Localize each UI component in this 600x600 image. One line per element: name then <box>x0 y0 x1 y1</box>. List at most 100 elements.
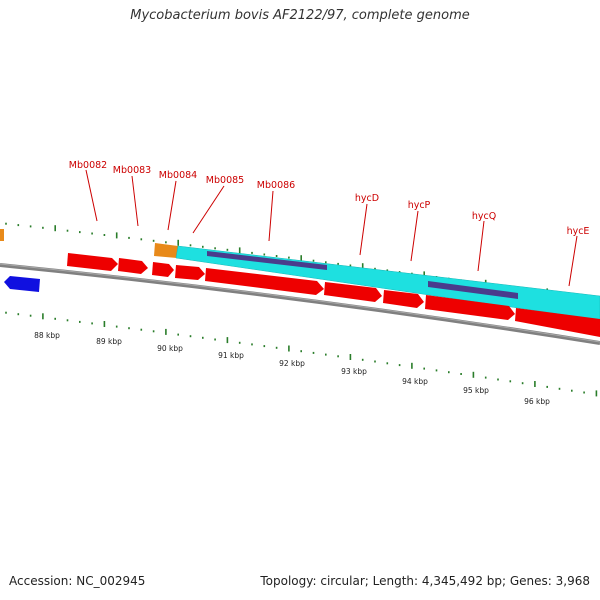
minor-tick <box>546 385 548 388</box>
gene-label-hycD[interactable]: hycD <box>355 193 379 204</box>
gene-label-Mb0084[interactable]: Mb0084 <box>159 170 197 181</box>
gene-label-Mb0085[interactable]: Mb0085 <box>206 175 244 186</box>
minor-tick <box>583 391 585 394</box>
label-leader-line <box>85 169 98 222</box>
minor-tick <box>275 255 278 257</box>
minor-tick <box>202 245 204 248</box>
cds-arrow[interactable] <box>67 253 118 271</box>
minor-tick <box>42 226 44 229</box>
map-title: Mycobacterium bovis AF2122/97, complete … <box>130 8 470 23</box>
cds-arrow[interactable] <box>205 268 324 295</box>
orange-feature[interactable] <box>154 243 178 258</box>
minor-tick <box>17 224 20 227</box>
minor-tick <box>460 373 462 375</box>
scale-label: 95 kbp <box>463 386 489 395</box>
gene-label-hycE[interactable]: hycE <box>567 226 590 237</box>
gene-label-Mb0082[interactable]: Mb0082 <box>69 160 107 171</box>
minor-tick <box>17 313 20 316</box>
minor-tick <box>398 364 401 367</box>
minor-tick <box>337 262 339 265</box>
minor-tick <box>66 229 69 232</box>
major-tick <box>177 239 179 246</box>
minor-tick <box>91 232 93 235</box>
minor-tick <box>66 319 69 322</box>
cds-arrow[interactable] <box>118 258 148 274</box>
scale-label-group: 88 kbp 89 kbp 90 kbp 91 kbp 92 kbp 93 kb… <box>34 331 550 406</box>
scale-label: 93 kbp <box>341 367 367 376</box>
cds-arrow[interactable] <box>425 295 515 320</box>
major-tick <box>411 362 413 369</box>
label-leader-line <box>568 235 578 287</box>
orange-feature-left[interactable] <box>0 229 4 241</box>
label-leader-line <box>167 180 177 231</box>
minor-tick <box>214 247 216 250</box>
minor-tick <box>189 335 192 338</box>
minor-tick <box>484 376 487 379</box>
minor-tick <box>214 338 216 341</box>
gene-label-Mb0083[interactable]: Mb0083 <box>113 165 151 176</box>
gene-label-Mb0086[interactable]: Mb0086 <box>257 180 295 191</box>
cds-arrow[interactable] <box>515 308 600 337</box>
genome-summary-text: Topology: circular; Length: 4,345,492 bp… <box>260 574 590 588</box>
minor-tick <box>251 343 253 346</box>
cds-arrow[interactable] <box>175 265 205 280</box>
minor-tick <box>79 320 81 323</box>
minor-tick <box>558 387 561 390</box>
minor-tick <box>140 328 143 331</box>
minor-tick <box>361 358 364 361</box>
minor-tick <box>165 241 167 244</box>
minor-tick <box>374 267 376 270</box>
major-tick <box>54 225 56 232</box>
minor-tick <box>5 222 7 225</box>
minor-tick <box>386 362 389 365</box>
label-leader-line <box>359 203 368 256</box>
label-leader-line <box>192 185 225 234</box>
minor-tick <box>448 371 450 374</box>
minor-tick <box>275 346 278 349</box>
misc-feature-1[interactable] <box>207 251 327 270</box>
cds-arrow[interactable] <box>152 262 174 277</box>
gene-label-hycP[interactable]: hycP <box>408 200 431 211</box>
scale-label: 96 kbp <box>524 397 550 406</box>
major-tick <box>288 345 290 352</box>
gene-track <box>0 229 600 321</box>
backbone-highlight <box>0 263 600 343</box>
minor-tick <box>288 256 290 259</box>
misc-feature-2[interactable] <box>428 281 518 299</box>
minor-tick <box>177 333 179 336</box>
lower-tick-row <box>5 311 598 397</box>
minor-tick <box>521 382 524 385</box>
cds-arrow[interactable] <box>383 290 424 308</box>
major-tick <box>472 371 475 378</box>
major-tick <box>42 313 44 320</box>
gene-label-group: Mb0082 Mb0083 Mb0084 Mb0085 Mb0086 hycD … <box>69 160 590 287</box>
accession-text: Accession: NC_002945 <box>9 574 146 588</box>
cds-arrow[interactable] <box>324 282 382 302</box>
minor-tick <box>312 259 315 262</box>
label-leader-line <box>410 210 419 262</box>
scale-label: 92 kbp <box>279 359 305 368</box>
scale-label: 91 kbp <box>218 351 244 360</box>
minor-tick <box>79 231 81 234</box>
minor-tick <box>374 360 376 363</box>
minor-tick <box>497 378 499 381</box>
major-tick <box>349 354 352 360</box>
minor-tick <box>103 234 106 236</box>
major-tick <box>226 337 229 344</box>
minor-tick <box>29 225 32 228</box>
major-tick <box>595 390 598 397</box>
scale-label: 94 kbp <box>402 377 428 386</box>
minor-tick <box>571 389 573 392</box>
cds-arrow-reverse[interactable] <box>4 276 40 292</box>
minor-tick <box>29 314 32 317</box>
minor-tick <box>202 336 204 339</box>
minor-tick <box>238 341 241 344</box>
gene-label-hycQ[interactable]: hycQ <box>472 211 496 222</box>
minor-tick <box>325 353 327 356</box>
cds-track <box>4 253 600 337</box>
major-tick <box>238 247 241 254</box>
minor-tick <box>128 236 130 239</box>
minor-tick <box>140 238 143 241</box>
minor-tick <box>54 317 56 320</box>
